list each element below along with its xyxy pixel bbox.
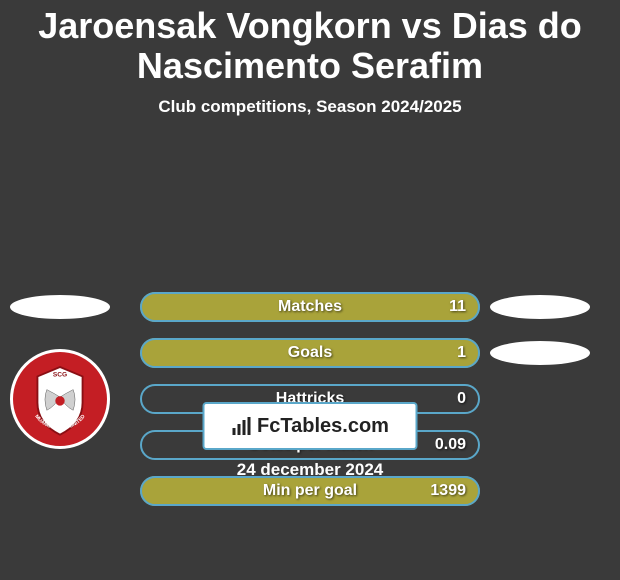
stat-bar-label: Matches bbox=[278, 298, 342, 316]
stat-bar: Matches 11 bbox=[140, 292, 480, 322]
stat-bar-value: 0 bbox=[457, 390, 466, 408]
placeholder-ellipse bbox=[490, 295, 590, 319]
stat-bar: Min per goal 1399 bbox=[140, 476, 480, 506]
comparison-title: Jaroensak Vongkorn vs Dias do Nascimento… bbox=[0, 0, 620, 85]
stat-bar-value: 0.09 bbox=[435, 436, 466, 454]
placeholder-ellipse bbox=[490, 341, 590, 365]
fctables-text: FcTables.com bbox=[257, 415, 389, 438]
stat-bar-value: 1 bbox=[457, 344, 466, 362]
comparison-subtitle: Club competitions, Season 2024/2025 bbox=[0, 97, 620, 117]
team-logo: SCGMUANGTHONG UNITED bbox=[10, 349, 110, 449]
stat-bar-label: Min per goal bbox=[263, 482, 357, 500]
stat-bar-value: 1399 bbox=[430, 482, 466, 500]
team-crest-icon: SCGMUANGTHONG UNITED bbox=[13, 349, 107, 449]
fctables-logo-box: FcTables.com bbox=[203, 402, 418, 450]
date-text: 24 december 2024 bbox=[237, 460, 384, 480]
svg-text:SCG: SCG bbox=[53, 372, 67, 379]
stat-bar: Goals 1 bbox=[140, 338, 480, 368]
placeholder-ellipse bbox=[10, 295, 110, 319]
stat-bar-label: Goals bbox=[288, 344, 332, 362]
stat-bar-value: 11 bbox=[449, 298, 466, 316]
bar-chart-icon bbox=[231, 417, 251, 435]
